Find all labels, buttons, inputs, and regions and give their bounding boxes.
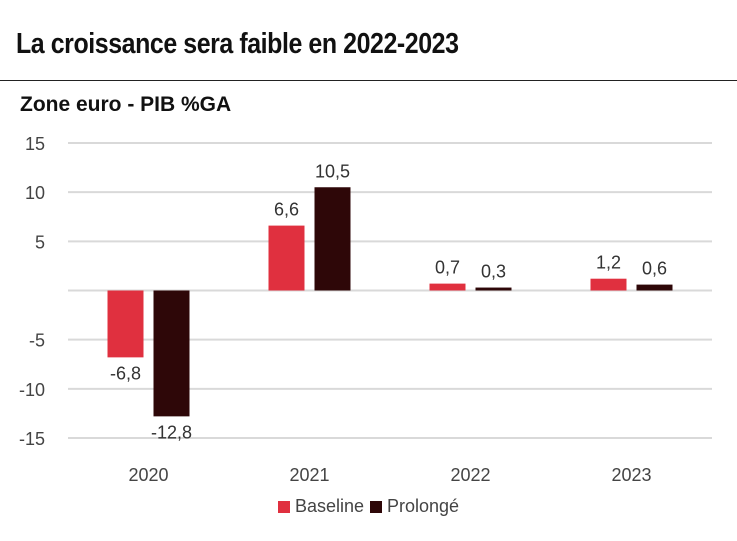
page-title: La croissance sera faible en 2022-2023	[16, 28, 459, 60]
data-label: -12,8	[151, 422, 192, 442]
legend-label-prolonge: Prolongé	[386, 496, 460, 516]
y-tick-label: -5	[29, 331, 45, 351]
x-tick-label: 2021	[289, 465, 329, 485]
bar-prolong-2023	[636, 284, 673, 291]
x-tick-label: 2022	[450, 465, 490, 485]
data-label: 0,6	[642, 259, 667, 279]
y-tick-label: -10	[19, 380, 45, 400]
y-tick-label: 10	[25, 183, 45, 203]
data-label: 0,7	[435, 258, 460, 278]
x-tick-label: 2020	[128, 465, 168, 485]
chart-legend: Baseline Prolongé	[0, 496, 737, 517]
chart-subtitle: Zone euro - PIB %GA	[20, 93, 232, 116]
y-tick-label: 15	[25, 134, 45, 154]
bar-baseline-2021	[268, 225, 305, 291]
bar-baseline-2023	[590, 278, 627, 291]
data-label: 1,2	[596, 253, 621, 273]
data-label: -6,8	[110, 363, 141, 383]
legend-item-prolonge: Prolongé	[369, 496, 460, 517]
bar-prolong-2022	[475, 287, 512, 291]
y-tick-label: 5	[35, 232, 45, 252]
bar-prolong-2021	[314, 187, 351, 291]
bar-prolong-2020	[153, 290, 190, 417]
title-divider	[0, 80, 737, 81]
bar-baseline-2022	[429, 283, 466, 291]
y-tick-label: -15	[19, 429, 45, 449]
legend-label-baseline: Baseline	[294, 496, 364, 516]
data-label: 0,3	[481, 262, 506, 282]
bar-baseline-2020	[107, 290, 144, 358]
legend-item-baseline: Baseline	[277, 496, 364, 517]
data-label: 10,5	[315, 161, 350, 181]
legend-swatch-baseline	[277, 500, 290, 513]
x-tick-label: 2023	[611, 465, 651, 485]
legend-swatch-prolonge	[369, 500, 382, 513]
data-label: 6,6	[274, 200, 299, 220]
